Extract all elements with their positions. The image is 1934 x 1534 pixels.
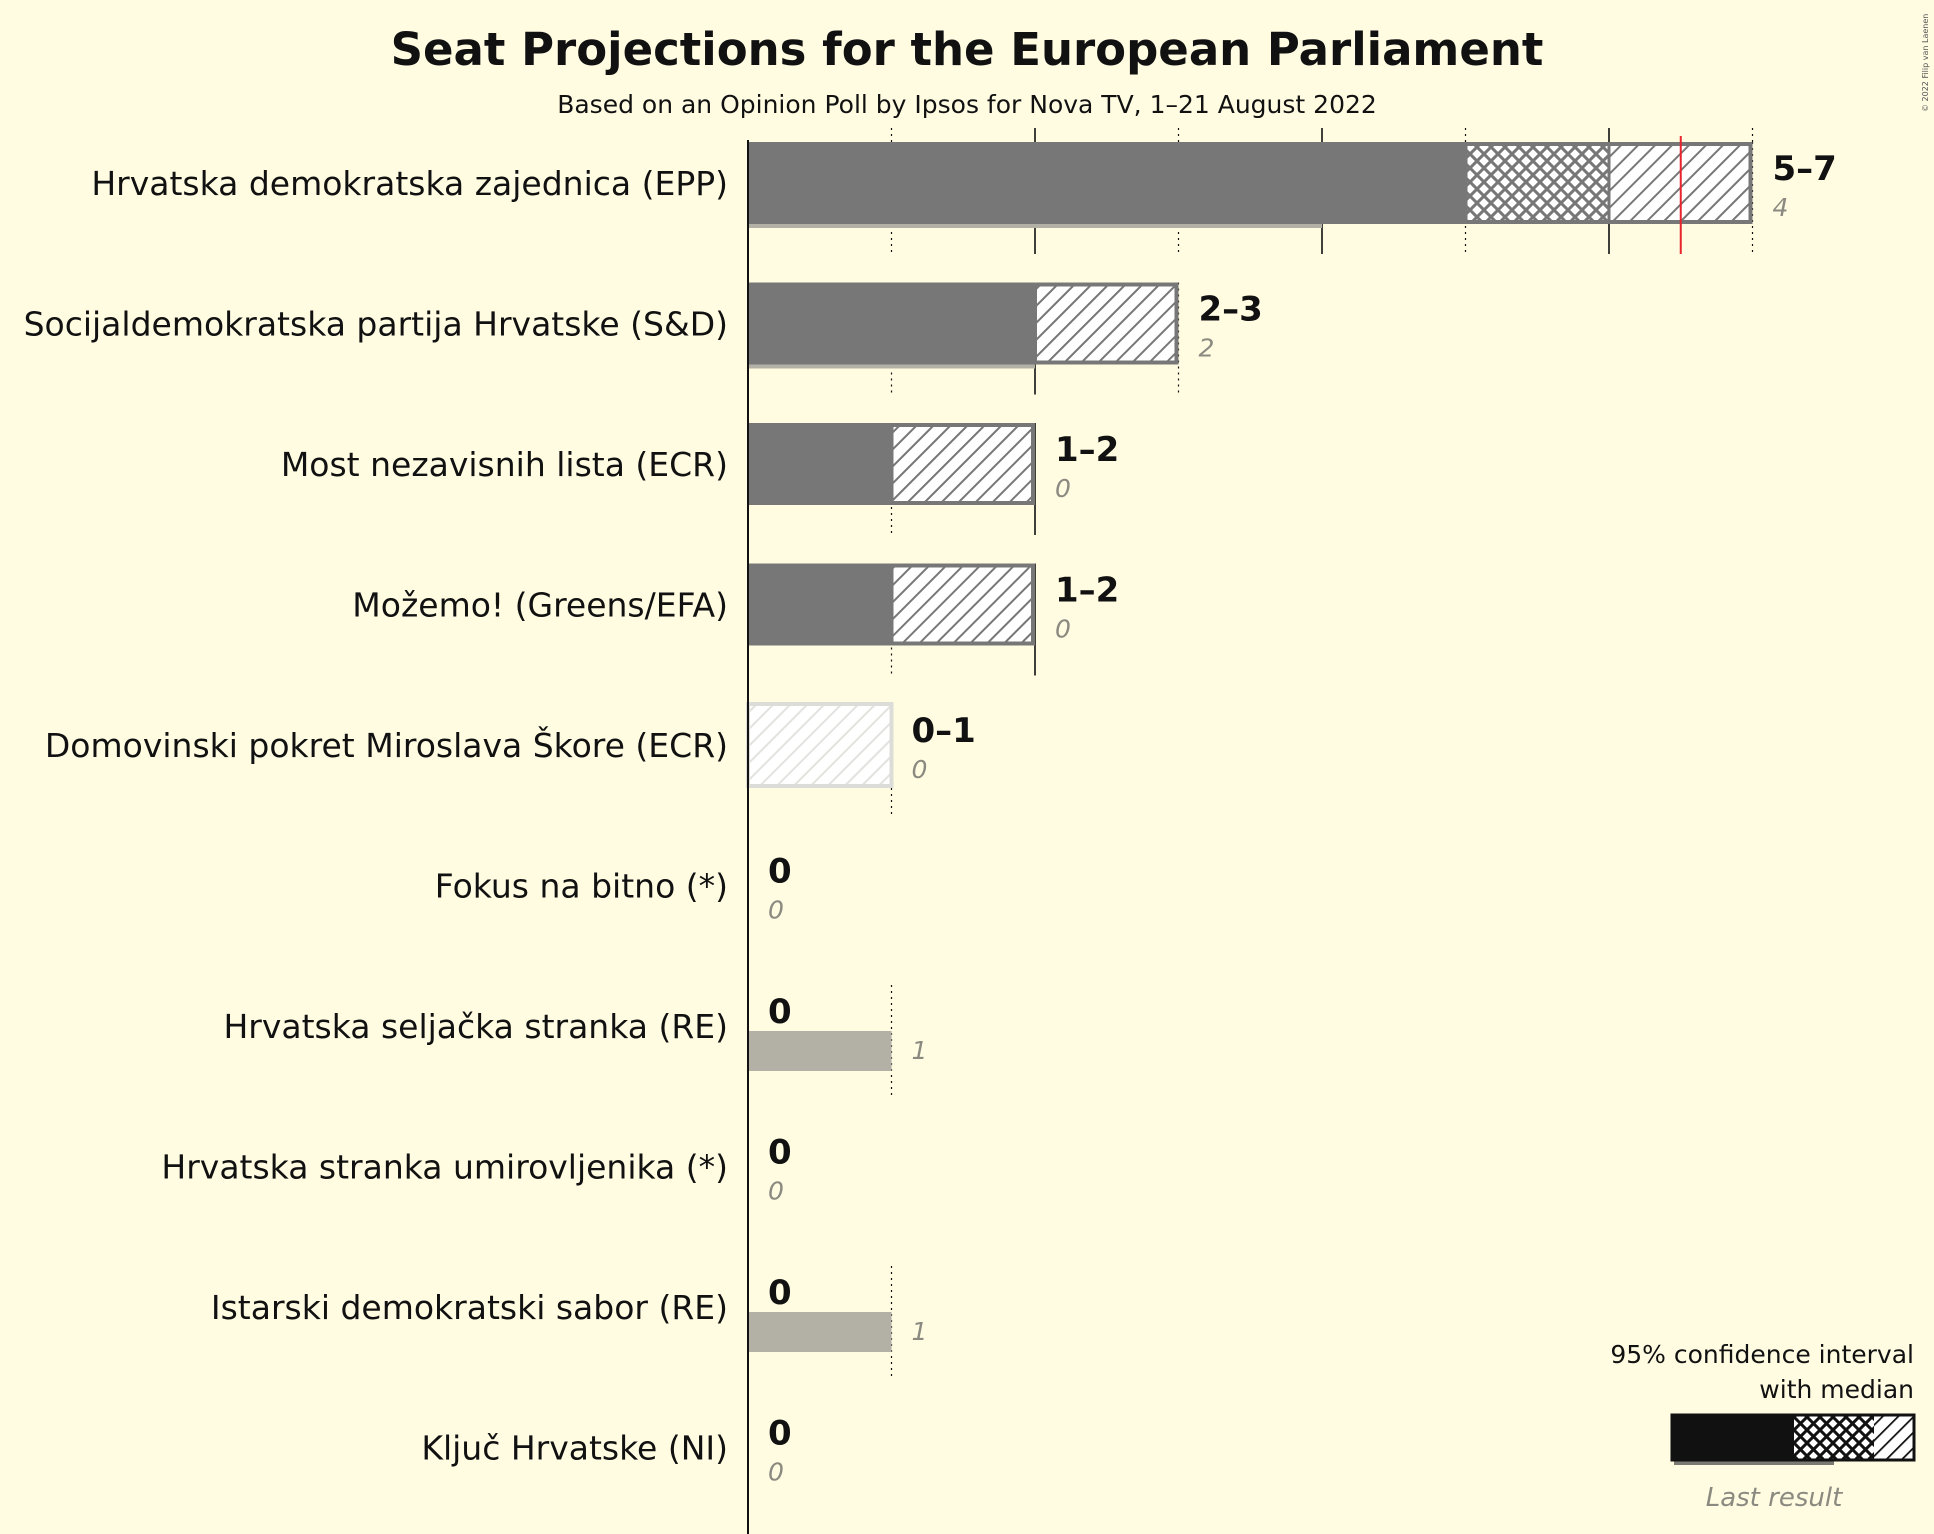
- last-result-label: 1: [912, 1317, 928, 1346]
- party-row-4: Domovinski pokret Miroslava Škore (ECR) 0…: [45, 702, 976, 816]
- last-result-label: 0: [768, 896, 784, 925]
- confidence-crosshatch-bar: [1465, 142, 1609, 224]
- party-row-7: Hrvatska stranka umirovljenika (*) 0 0: [161, 1133, 791, 1206]
- legend: 95% confidence interval with median Last…: [1610, 1340, 1916, 1513]
- range-label: 0: [768, 1273, 792, 1313]
- range-label: 0: [768, 852, 792, 892]
- gridlines: [890, 128, 1754, 144]
- last-result-label: 4: [1773, 193, 1789, 222]
- range-label: 0: [768, 992, 792, 1032]
- party-row-1: Socijaldemokratska partija Hrvatske (S&D…: [24, 282, 1263, 395]
- last-result-label: 0: [768, 1177, 784, 1206]
- last-result-bar: [748, 1031, 892, 1071]
- confidence-solid-bar: [748, 142, 1466, 224]
- last-result-label: 0: [768, 1458, 784, 1487]
- range-label: 0–1: [912, 711, 976, 751]
- party-row-3: Možemo! (Greens/EFA) 1–2 0: [352, 563, 1119, 676]
- last-result-label: 0: [1055, 615, 1071, 644]
- party-label: Fokus na bitno (*): [435, 867, 728, 906]
- confidence-hatch-bar: [746, 702, 894, 788]
- party-label: Hrvatska seljačka stranka (RE): [223, 1007, 728, 1046]
- party-label: Ključ Hrvatske (NI): [421, 1429, 728, 1468]
- legend-crosshatch-swatch: [1794, 1415, 1874, 1460]
- last-result-label: 0: [912, 755, 928, 784]
- last-result-bar: [748, 1312, 892, 1352]
- range-label: 0: [768, 1133, 792, 1173]
- legend-solid-swatch: [1672, 1415, 1794, 1460]
- confidence-outline: [1033, 282, 1179, 365]
- party-row-8: Istarski demokratski sabor (RE) 0 1: [211, 1266, 928, 1378]
- range-label: 5–7: [1773, 149, 1837, 189]
- chart-subtitle: Based on an Opinion Poll by Ipsos for No…: [557, 90, 1377, 119]
- range-label: 2–3: [1199, 290, 1263, 330]
- party-row-2: Most nezavisnih lista (ECR) 1–2 0: [281, 423, 1119, 535]
- party-row-5: Fokus na bitno (*) 0 0: [435, 852, 792, 925]
- legend-last-result-label: Last result: [1706, 1483, 1843, 1513]
- legend-outline: [1670, 1413, 1916, 1462]
- range-label: 0: [768, 1414, 792, 1454]
- bars: Hrvatska demokratska zajednica (EPP) 5–7 4…: [24, 136, 1837, 1487]
- confidence-outline: [889, 423, 1035, 505]
- legend-title-line2: with median: [1759, 1375, 1914, 1404]
- range-label: 1–2: [1055, 571, 1119, 611]
- party-label: Možemo! (Greens/EFA): [352, 586, 728, 625]
- party-row-6: Hrvatska seljačka stranka (RE) 0 1: [223, 985, 927, 1097]
- party-label: Domovinski pokret Miroslava Škore (ECR): [45, 725, 728, 765]
- confidence-solid-bar: [748, 423, 892, 505]
- legend-title-line1: 95% confidence interval: [1610, 1340, 1914, 1369]
- chart-title: Seat Projections for the European Parlia…: [391, 23, 1544, 76]
- last-result-label: 1: [912, 1036, 928, 1065]
- party-label: Hrvatska stranka umirovljenika (*): [161, 1148, 728, 1187]
- party-label: Socijaldemokratska partija Hrvatske (S&D…: [24, 305, 728, 344]
- copyright-notice: © 2022 Filip van Laenen: [1921, 14, 1930, 112]
- confidence-hatch-bar: [891, 423, 1035, 505]
- party-row-9: Ključ Hrvatske (NI) 0 0: [421, 1414, 791, 1487]
- confidence-solid-bar: [748, 563, 892, 646]
- party-row-0: Hrvatska demokratska zajednica (EPP) 5–7 4: [91, 142, 1837, 254]
- confidence-hatch-bar: [891, 563, 1035, 646]
- range-label: 1–2: [1055, 430, 1119, 470]
- last-result-label: 2: [1199, 334, 1215, 363]
- party-label: Istarski demokratski sabor (RE): [211, 1288, 728, 1327]
- confidence-outline: [889, 563, 1035, 646]
- party-label: Most nezavisnih lista (ECR): [281, 445, 728, 484]
- confidence-hatch-bar: [1035, 282, 1179, 365]
- last-result-label: 0: [1055, 474, 1071, 503]
- party-label: Hrvatska demokratska zajednica (EPP): [91, 164, 728, 203]
- confidence-solid-bar: [748, 282, 1035, 365]
- legend-hatch-swatch: [1874, 1415, 1914, 1460]
